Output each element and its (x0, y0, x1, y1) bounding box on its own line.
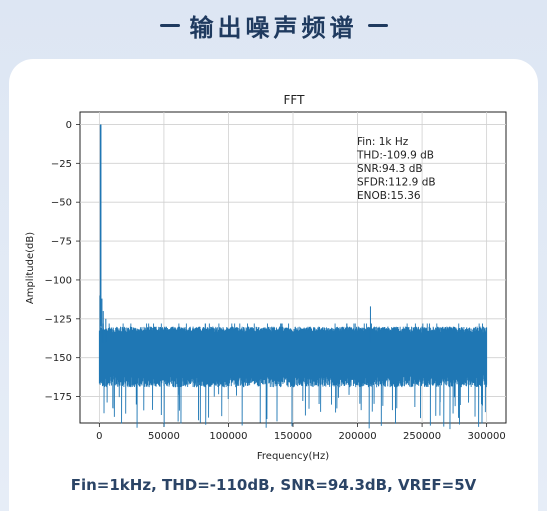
title-dash-right (367, 23, 388, 27)
series-group (98, 124, 488, 430)
x-tick-label: 0 (96, 431, 102, 442)
noise-floor-line (98, 323, 488, 430)
y-tick-label: −75 (51, 237, 72, 248)
y-tick-label: −25 (51, 159, 72, 170)
annotation-text: ENOB:15.36 (357, 190, 421, 202)
x-tick-label: 100000 (209, 431, 247, 442)
y-tick-label: −50 (51, 198, 72, 209)
x-tick-label: 50000 (148, 431, 180, 442)
axis-ticks: 0 50000 100000 150000 200000 250000 300000 0 −25… (45, 120, 506, 442)
x-axis-label: Frequency(Hz) (257, 451, 329, 462)
x-tick-label: 150000 (274, 431, 312, 442)
chart-caption: Fin=1kHz, THD=-110dB, SNR=94.3dB, VREF=5… (70, 476, 477, 494)
y-tick-label: −175 (45, 392, 72, 403)
x-tick-label: 200000 (338, 431, 376, 442)
page-title: 输出噪声频谱 (189, 13, 358, 42)
chart-card (9, 59, 538, 511)
annotation-text: SFDR:112.9 dB (357, 177, 436, 189)
x-tick-label: 300000 (468, 431, 506, 442)
x-tick-label: 250000 (403, 431, 441, 442)
title-dash-left (159, 23, 180, 27)
y-tick-label: −100 (45, 275, 72, 286)
y-tick-label: 0 (66, 120, 72, 131)
y-tick-label: −125 (45, 314, 72, 325)
y-axis-label: Amplitude(dB) (25, 232, 36, 304)
y-tick-label: −150 (45, 353, 72, 364)
chart-title: FFT (284, 93, 306, 107)
annotation-text: THD:-109.9 dB (356, 150, 434, 162)
annotation-text: Fin: 1k Hz (357, 136, 409, 148)
page-header: 输出噪声频谱 (0, 0, 547, 50)
annotation-text: SNR:94.3 dB (357, 163, 423, 175)
